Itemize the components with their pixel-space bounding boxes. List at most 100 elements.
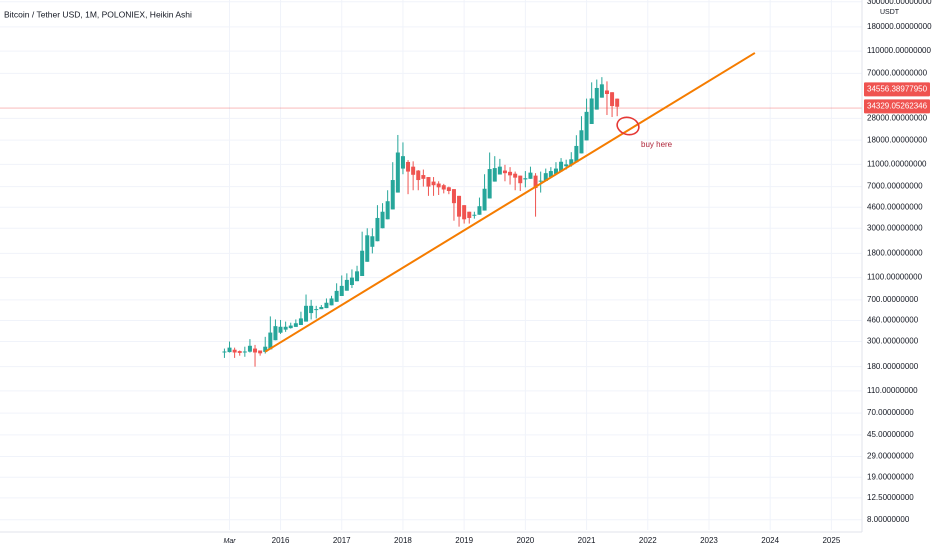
candle-body bbox=[462, 205, 467, 220]
candle-body bbox=[513, 173, 518, 178]
candle-body bbox=[355, 271, 360, 282]
candle-body bbox=[222, 351, 227, 353]
y-tick-label: 7000.00000000 bbox=[867, 182, 923, 191]
y-tick-label: 4600.00000000 bbox=[867, 202, 923, 211]
x-tick-label: 2020 bbox=[516, 536, 534, 545]
candle-body bbox=[472, 214, 477, 216]
candle-body bbox=[365, 235, 370, 262]
x-tick-label: 2017 bbox=[333, 536, 351, 545]
x-tick-label: 2023 bbox=[700, 536, 718, 545]
y-tick-label: 29.00000000 bbox=[867, 452, 914, 461]
price-label: 34556.38977950 bbox=[867, 85, 928, 94]
y-tick-label: 300.00000000 bbox=[867, 337, 919, 346]
y-tick-label: 28000.00000000 bbox=[867, 114, 928, 123]
candle-body bbox=[426, 177, 431, 187]
candle-body bbox=[232, 349, 237, 353]
candle-body bbox=[400, 156, 405, 169]
candle-body bbox=[247, 345, 252, 352]
candle-body bbox=[487, 169, 492, 199]
candle-body bbox=[237, 351, 242, 353]
candle-body bbox=[314, 309, 319, 311]
candle-body bbox=[416, 170, 421, 181]
trendline bbox=[264, 52, 756, 353]
y-tick-label: 1800.00000000 bbox=[867, 249, 923, 258]
candle-body bbox=[569, 159, 574, 166]
candle-body bbox=[492, 168, 497, 182]
candle-body bbox=[309, 305, 314, 314]
candle-body bbox=[278, 326, 283, 333]
y-tick-label: 12.50000000 bbox=[867, 493, 914, 502]
candle-body bbox=[610, 92, 615, 107]
price-label-box bbox=[864, 82, 930, 97]
candle-body bbox=[304, 305, 309, 322]
chart-title: Bitcoin / Tether USD, 1M, POLONIEX, Heik… bbox=[4, 9, 192, 19]
plot bbox=[0, 52, 862, 367]
candle-body bbox=[339, 285, 344, 297]
candle-body bbox=[518, 175, 523, 184]
candle-body bbox=[457, 195, 462, 217]
candle-body bbox=[344, 279, 349, 291]
candle-body bbox=[334, 290, 339, 302]
candle-body bbox=[497, 166, 502, 175]
candle-body bbox=[559, 161, 564, 172]
y-tick-label: 180.00000000 bbox=[867, 362, 919, 371]
candle-body bbox=[324, 302, 329, 309]
candle-body bbox=[441, 185, 446, 190]
candle-body bbox=[263, 346, 268, 352]
y-tick-label: 8.00000000 bbox=[867, 515, 910, 524]
candle-body bbox=[298, 318, 303, 325]
candle-body bbox=[589, 98, 594, 124]
candle-body bbox=[574, 145, 579, 163]
y-tick-label: 1100.00000000 bbox=[867, 273, 923, 282]
axes: 300000.00000000 180000.00000000 110000.000… bbox=[223, 0, 932, 545]
annotation-text: buy here bbox=[641, 140, 673, 149]
candle-body bbox=[329, 298, 334, 306]
candle-body bbox=[349, 277, 354, 285]
grid bbox=[0, 0, 862, 530]
candle-body bbox=[477, 206, 482, 215]
candle-body bbox=[604, 90, 609, 94]
candle-body bbox=[421, 175, 426, 179]
candle-body bbox=[360, 250, 365, 276]
candle-body bbox=[273, 326, 278, 341]
x-tick-label: 2019 bbox=[455, 536, 473, 545]
candle-body bbox=[283, 326, 288, 330]
annotation-circle bbox=[616, 116, 640, 136]
y-tick-label: 70.00000000 bbox=[867, 408, 914, 417]
candle-body bbox=[508, 171, 513, 176]
y-tick-label: 700.00000000 bbox=[867, 295, 919, 304]
currency-label: USDT bbox=[880, 9, 900, 16]
candle-body bbox=[227, 347, 232, 353]
candle-body bbox=[584, 111, 589, 141]
candle-body bbox=[599, 84, 604, 98]
y-tick-label: 110.00000000 bbox=[867, 386, 918, 395]
candle-body bbox=[446, 187, 451, 192]
candle-body bbox=[543, 173, 548, 181]
candle-body bbox=[436, 183, 441, 188]
candle-body bbox=[533, 175, 538, 189]
y-tick-label: 19.00000000 bbox=[867, 472, 914, 481]
candle-body bbox=[390, 180, 395, 210]
candle-body bbox=[268, 332, 273, 350]
x-tick-label: 2018 bbox=[394, 536, 412, 545]
y-tick-label: 300000.00000000 bbox=[867, 0, 932, 6]
candle-body bbox=[385, 201, 390, 220]
candle-body bbox=[482, 188, 487, 211]
candle-body bbox=[411, 166, 416, 175]
candle-body bbox=[406, 161, 411, 172]
candle-body bbox=[370, 236, 375, 247]
candle-body bbox=[538, 180, 543, 182]
y-tick-label: 3000.00000000 bbox=[867, 223, 923, 232]
y-tick-label: 45.00000000 bbox=[867, 430, 914, 439]
candle-body bbox=[242, 351, 247, 353]
x-tick-label: 2024 bbox=[761, 536, 779, 545]
candle-body bbox=[293, 323, 298, 327]
x-tick-label: Mar bbox=[223, 538, 236, 545]
candle-body bbox=[553, 168, 558, 174]
y-tick-label: 180000.00000000 bbox=[867, 22, 932, 31]
y-tick-label: 70000.00000000 bbox=[867, 68, 928, 77]
candle-body bbox=[395, 152, 400, 193]
candle-body bbox=[451, 189, 456, 204]
y-tick-label: 460.00000000 bbox=[867, 316, 919, 325]
